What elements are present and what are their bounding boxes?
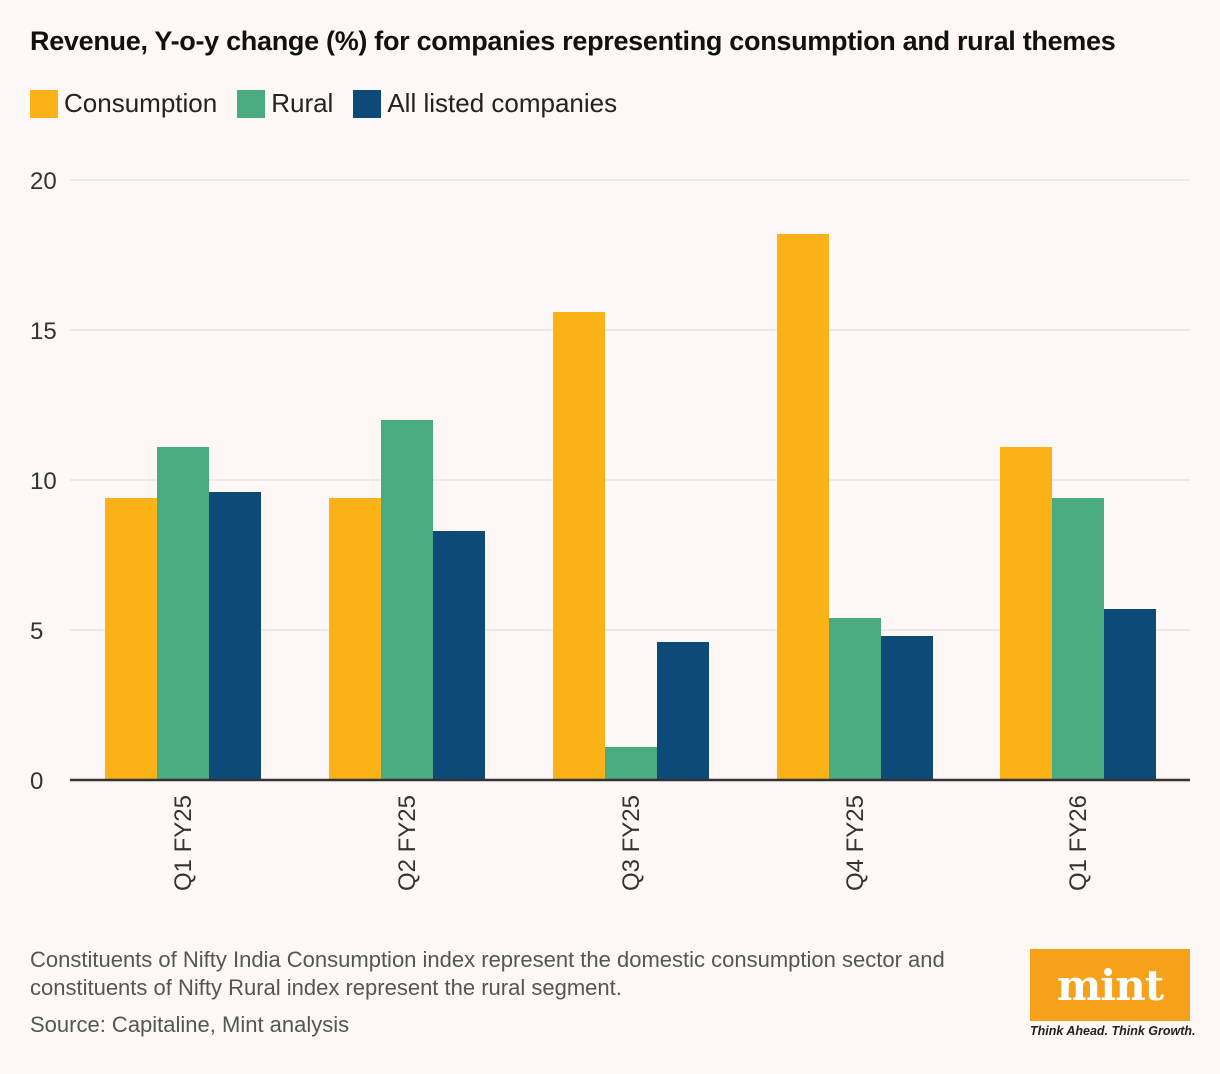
legend-swatch-consumption xyxy=(30,89,58,118)
x-tick-label-q1-fy26: Q1 FY26 xyxy=(1065,795,1092,891)
y-tick-label-5: 5 xyxy=(30,618,43,645)
bar-rural-q1-fy26 xyxy=(1052,498,1104,780)
source-note: Source: Capitaline, Mint analysis xyxy=(30,1012,350,1037)
legend-label-consumption: Consumption xyxy=(64,88,218,118)
bar-all-listed-companies-q1-fy26 xyxy=(1104,609,1156,780)
bar-consumption-q4-fy25 xyxy=(777,234,829,780)
legend: Consumption Rural All listed companies xyxy=(30,88,637,119)
legend-label-rural: Rural xyxy=(271,88,334,118)
bar-consumption-q2-fy25 xyxy=(329,498,381,780)
bar-all-listed-companies-q3-fy25 xyxy=(657,642,709,780)
bar-consumption-q1-fy26 xyxy=(1000,447,1052,780)
legend-item-all-listed: All listed companies xyxy=(353,88,617,119)
x-tick-label-q2-fy25: Q2 FY25 xyxy=(394,795,421,891)
legend-item-rural: Rural xyxy=(237,88,333,119)
legend-swatch-all-listed xyxy=(353,89,382,118)
y-tick-label-10: 10 xyxy=(30,468,57,495)
bar-rural-q3-fy25 xyxy=(605,747,657,780)
bar-consumption-q1-fy25 xyxy=(105,498,157,780)
legend-item-consumption: Consumption xyxy=(30,88,217,119)
bar-chart: 0 5 10 15 20 Q1 FY25 Q2 FY25 Q3 FY25 Q4 FY25 Q1 F… xyxy=(30,168,1190,891)
bar-consumption-q3-fy25 xyxy=(553,312,605,780)
mint-tagline: Think Ahead. Think Growth. xyxy=(1030,1024,1196,1038)
bar-rural-q4-fy25 xyxy=(829,618,881,780)
y-tick-label-15: 15 xyxy=(30,318,57,345)
footnote: Constituents of Nifty India Consumption … xyxy=(30,947,945,1000)
legend-label-all-listed: All listed companies xyxy=(387,88,618,118)
bar-all-listed-companies-q2-fy25 xyxy=(433,531,485,780)
legend-swatch-rural xyxy=(237,89,266,118)
bar-all-listed-companies-q1-fy25 xyxy=(209,492,261,780)
x-tick-label-q1-fy25: Q1 FY25 xyxy=(170,795,197,891)
bar-rural-q2-fy25 xyxy=(381,420,433,780)
x-tick-label-q4-fy25: Q4 FY25 xyxy=(842,795,869,891)
x-tick-label-q3-fy25: Q3 FY25 xyxy=(618,795,645,891)
y-tick-label-0: 0 xyxy=(30,768,43,795)
bar-all-listed-companies-q4-fy25 xyxy=(881,636,933,780)
mint-logo-wordmark: mint xyxy=(1056,960,1164,1010)
y-tick-label-20: 20 xyxy=(30,168,57,195)
mint-logo: mint xyxy=(1030,949,1190,1021)
bar-rural-q1-fy25 xyxy=(157,447,209,780)
chart-title: Revenue, Y-o-y change (%) for companies … xyxy=(30,26,1116,56)
